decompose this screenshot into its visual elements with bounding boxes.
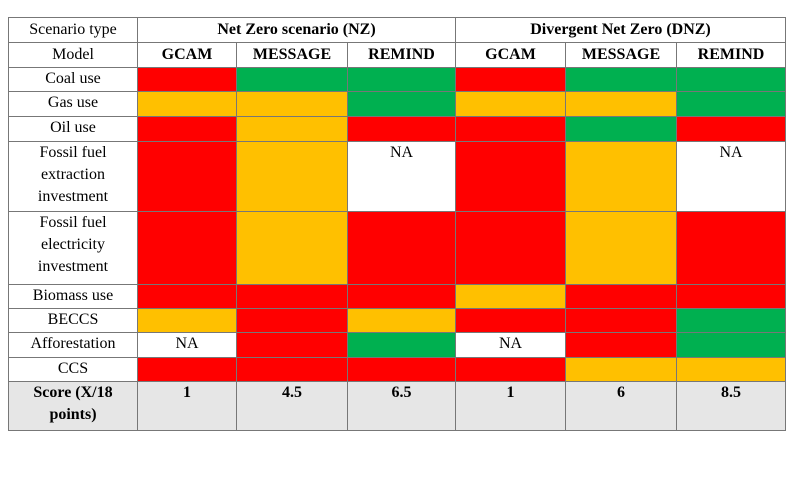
rating-cell [676, 91, 786, 117]
model-header: MESSAGE [236, 42, 348, 68]
rating-cell [565, 141, 677, 212]
rating-cell [565, 67, 677, 92]
rating-cell [236, 308, 348, 333]
rating-cell [236, 332, 348, 358]
scenario-table: Scenario type Net Zero scenario (NZ) Diver… [8, 17, 786, 431]
score-value: 1 [137, 381, 237, 431]
rating-cell [676, 116, 786, 142]
rating-cell [455, 116, 566, 142]
score-label: Score (X/18 points) [8, 381, 138, 431]
group-label: Scenario type [8, 17, 138, 43]
rating-cell [455, 91, 566, 117]
rating-cell [347, 332, 456, 358]
rating-cell [565, 91, 677, 117]
rating-cell [565, 284, 677, 309]
rating-cell [137, 141, 237, 212]
model-header: MESSAGE [565, 42, 677, 68]
rating-cell [347, 116, 456, 142]
rating-cell [236, 357, 348, 382]
rating-cell [676, 308, 786, 333]
indicator-row: Oil use [8, 116, 786, 142]
rating-cell [347, 91, 456, 117]
rating-cell [347, 284, 456, 309]
rating-cell [236, 91, 348, 117]
group-header: Divergent Net Zero (DNZ) [455, 17, 786, 43]
rating-cell [347, 357, 456, 382]
rating-cell: NA [455, 332, 566, 358]
indicator-label: Fossil fuel electricity investment [8, 211, 138, 285]
rating-cell [676, 211, 786, 285]
model-header: GCAM [455, 42, 566, 68]
rating-cell [236, 67, 348, 92]
rating-cell [676, 67, 786, 92]
indicator-row: Fossil fuel extraction investment NA NA [8, 141, 786, 212]
rating-cell [137, 116, 237, 142]
indicator-row: Biomass use [8, 284, 786, 309]
indicator-label: Fossil fuel extraction investment [8, 141, 138, 212]
score-row: Score (X/18 points) 1 4.5 6.5 1 6 8.5 [8, 381, 786, 431]
model-label: Model [8, 42, 138, 68]
rating-cell [236, 141, 348, 212]
indicator-label: Afforestation [8, 332, 138, 358]
rating-cell [455, 211, 566, 285]
rating-cell [455, 284, 566, 309]
group-header: Net Zero scenario (NZ) [137, 17, 456, 43]
rating-cell [565, 308, 677, 333]
model-header: REMIND [347, 42, 456, 68]
indicator-row: BECCS [8, 308, 786, 333]
rating-cell: NA [137, 332, 237, 358]
rating-cell [236, 284, 348, 309]
rating-cell [347, 308, 456, 333]
score-value: 8.5 [676, 381, 786, 431]
model-header-row: Model GCAM MESSAGE REMIND GCAM MESSAGE REMIND [8, 42, 786, 68]
rating-cell [137, 357, 237, 382]
rating-cell [565, 332, 677, 358]
rating-cell [137, 91, 237, 117]
rating-cell: NA [347, 141, 456, 212]
score-value: 4.5 [236, 381, 348, 431]
table-wrapper: Scenario type Net Zero scenario (NZ) Diver… [8, 17, 786, 431]
rating-cell [347, 211, 456, 285]
rating-cell [676, 357, 786, 382]
rating-cell [455, 141, 566, 212]
indicator-label: Oil use [8, 116, 138, 142]
rating-cell: NA [676, 141, 786, 212]
rating-cell [137, 211, 237, 285]
rating-cell [676, 284, 786, 309]
rating-cell [565, 116, 677, 142]
indicator-row: Gas use [8, 91, 786, 117]
indicator-label: CCS [8, 357, 138, 382]
indicator-row: CCS [8, 357, 786, 382]
indicator-row: Fossil fuel electricity investment [8, 211, 786, 285]
indicator-label: BECCS [8, 308, 138, 333]
rating-cell [236, 211, 348, 285]
rating-cell [137, 284, 237, 309]
indicator-label: Gas use [8, 91, 138, 117]
model-header: REMIND [676, 42, 786, 68]
rating-cell [455, 308, 566, 333]
rating-cell [565, 357, 677, 382]
indicator-row: Coal use [8, 67, 786, 92]
rating-cell [455, 357, 566, 382]
rating-cell [347, 67, 456, 92]
group-header-row: Scenario type Net Zero scenario (NZ) Diver… [8, 17, 786, 43]
model-header: GCAM [137, 42, 237, 68]
rating-cell [455, 67, 566, 92]
indicator-label: Coal use [8, 67, 138, 92]
indicator-label: Biomass use [8, 284, 138, 309]
rating-cell [676, 332, 786, 358]
rating-cell [565, 211, 677, 285]
indicator-row: Afforestation NA NA [8, 332, 786, 358]
rating-cell [236, 116, 348, 142]
score-value: 1 [455, 381, 566, 431]
rating-cell [137, 67, 237, 92]
score-value: 6 [565, 381, 677, 431]
rating-cell [137, 308, 237, 333]
score-value: 6.5 [347, 381, 456, 431]
